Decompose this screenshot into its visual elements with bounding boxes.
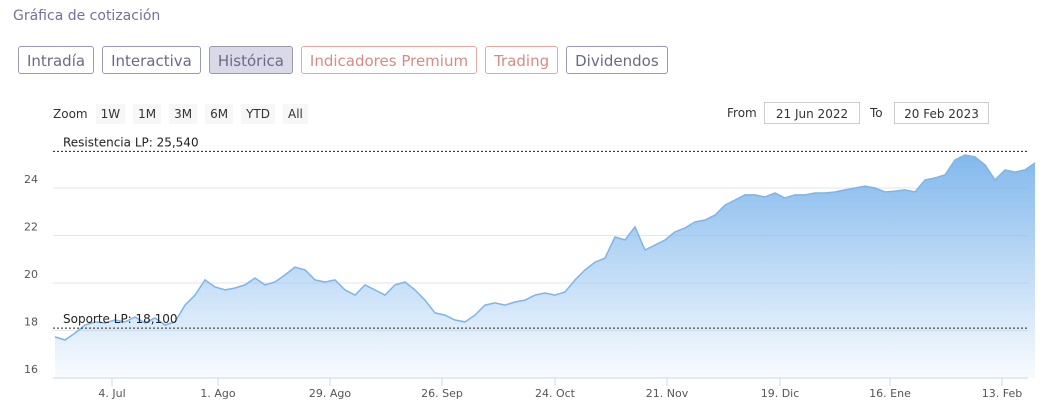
tab[interactable]: Interactiva <box>102 46 201 74</box>
zoom-button[interactable]: All <box>283 104 308 124</box>
x-tick-label: 13. Feb <box>982 387 1022 400</box>
zoom-bar: Zoom 1W 1M 3M 6M YTD All <box>53 104 308 124</box>
tab-bar: Intradía Interactiva Histórica Indicador… <box>18 46 668 74</box>
x-tick-label: 29. Ago <box>309 387 351 400</box>
level-label: Resistencia LP: 25,540 <box>63 135 199 149</box>
y-tick-label: 24 <box>24 173 38 186</box>
zoom-label: Zoom <box>53 107 88 121</box>
from-label: From <box>727 106 757 120</box>
zoom-button[interactable]: 1W <box>95 104 126 124</box>
tab[interactable]: Indicadores Premium <box>300 46 478 74</box>
y-tick-label: 22 <box>24 220 38 233</box>
x-tick-label: 24. Oct <box>535 387 576 400</box>
tab[interactable]: Histórica <box>208 46 293 74</box>
x-tick-label: 4. Jul <box>98 387 125 400</box>
y-tick-label: 20 <box>24 268 38 281</box>
from-input[interactable]: 21 Jun 2022 <box>764 102 860 124</box>
widget-title: Gráfica de cotización <box>13 8 161 24</box>
x-tick-label: 16. Ene <box>869 387 911 400</box>
to-label: To <box>870 106 883 120</box>
y-tick-label: 18 <box>24 315 38 328</box>
area <box>55 155 1035 378</box>
zoom-button[interactable]: 6M <box>205 104 234 124</box>
x-tick-label: 1. Ago <box>200 387 235 400</box>
tab[interactable]: Trading <box>485 46 559 74</box>
zoom-button[interactable]: YTD <box>241 104 275 124</box>
level-label: Soporte LP: 18,100 <box>63 312 178 326</box>
x-tick-label: 21. Nov <box>646 387 689 400</box>
tab[interactable]: Intradía <box>18 46 95 74</box>
zoom-button[interactable]: 3M <box>169 104 198 124</box>
x-tick-label: 19. Dic <box>761 387 800 400</box>
zoom-button[interactable]: 1M <box>133 104 162 124</box>
tab[interactable]: Dividendos <box>566 46 668 74</box>
y-tick-label: 16 <box>24 363 38 376</box>
to-input[interactable]: 20 Feb 2023 <box>894 102 989 124</box>
x-tick-label: 26. Sep <box>421 387 463 400</box>
line <box>54 154 1036 341</box>
